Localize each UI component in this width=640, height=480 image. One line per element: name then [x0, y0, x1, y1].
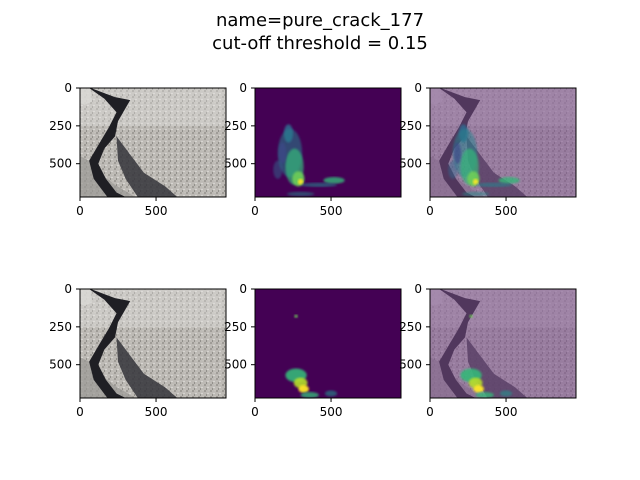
y-tick-label-2-3-500: 500 — [399, 358, 422, 372]
overlay-tint-2-3 — [430, 289, 576, 398]
overlay-blob-2-3-0 — [469, 314, 473, 318]
subplot-1-1: 0 500 0 250 500 — [49, 81, 227, 218]
x-tick-label-2-3-500: 500 — [495, 405, 518, 419]
subplot-2-1: 0 500 0 250 500 — [49, 282, 227, 419]
subplot-2-2: 0 500 0 250 500 — [224, 282, 402, 419]
crack-side-1-1 — [116, 136, 178, 197]
x-tick-label-1-2-0: 0 — [251, 204, 259, 218]
y-tick-label-1-1-500: 500 — [49, 157, 72, 171]
heatmap-bg-2-2 — [255, 289, 401, 398]
overlay-blob-1-3-4 — [472, 178, 479, 185]
x-tick-label-1-1-500: 500 — [145, 204, 168, 218]
overlay-blob-2-3-3 — [473, 385, 484, 393]
photo-light-area-2-1 — [80, 289, 93, 306]
y-tick-label-1-1-0: 0 — [64, 81, 72, 95]
overlay-blob-2-3-4 — [475, 391, 494, 398]
x-tick-label-1-1-0: 0 — [76, 204, 84, 218]
axes-frame-1-1 — [79, 87, 227, 198]
heat-blob-1-2-8 — [278, 142, 287, 164]
heat-blob-1-2-5 — [323, 177, 345, 184]
y-tick-label-2-3-0: 0 — [414, 282, 422, 296]
x-tick-label-1-2-500: 500 — [320, 204, 343, 218]
overlay-blob-1-3-5 — [498, 177, 520, 184]
figure-title-line-2: cut-off threshold = 0.15 — [212, 33, 428, 54]
axes-frame-2-2 — [254, 288, 402, 399]
subplot-2-3: 0 500 0 250 500 — [399, 282, 577, 419]
x-tick-label-1-3-500: 500 — [495, 204, 518, 218]
y-tick-label-1-1-250: 250 — [49, 119, 72, 133]
y-tick-label-1-2-0: 0 — [239, 81, 247, 95]
axes-frame-2-3 — [429, 288, 577, 399]
heat-blob-2-2-4 — [300, 391, 319, 398]
axes-frame-1-3 — [429, 87, 577, 198]
y-tick-label-1-2-250: 250 — [224, 119, 247, 133]
y-tick-label-2-3-250: 250 — [399, 320, 422, 334]
x-tick-label-2-3-0: 0 — [426, 405, 434, 419]
crack-shadow-1-1 — [89, 88, 131, 197]
y-tick-label-1-3-0: 0 — [414, 81, 422, 95]
crack-side-2-1 — [116, 337, 178, 398]
axes-frame-2-1 — [79, 288, 227, 399]
crack-shadow-2-1 — [89, 289, 131, 398]
y-tick-label-1-2-500: 500 — [224, 157, 247, 171]
axes-frame-1-2 — [254, 87, 402, 198]
y-tick-label-2-1-0: 0 — [64, 282, 72, 296]
heat-blob-2-2-0 — [294, 314, 298, 318]
y-tick-label-2-2-250: 250 — [224, 320, 247, 334]
y-tick-label-2-2-500: 500 — [224, 358, 247, 372]
subplot-1-2: 0 500 0 250 500 — [224, 81, 402, 218]
overlay-blob-2-3-5 — [499, 390, 513, 397]
y-tick-label-2-2-0: 0 — [239, 282, 247, 296]
y-tick-label-2-1-500: 500 — [49, 358, 72, 372]
overlay-blob-1-3-7 — [461, 191, 490, 197]
figure-title-line-1: name=pure_crack_177 — [215, 10, 425, 31]
heat-blob-1-2-7 — [286, 191, 315, 197]
x-tick-label-2-2-500: 500 — [320, 405, 343, 419]
heat-blob-2-2-5 — [324, 390, 338, 397]
y-tick-label-1-3-250: 250 — [399, 119, 422, 133]
y-tick-label-1-3-500: 500 — [399, 157, 422, 171]
x-tick-label-2-1-0: 0 — [76, 405, 84, 419]
x-tick-label-2-2-0: 0 — [251, 405, 259, 419]
subplot-1-3: 0 500 0 250 500 — [399, 81, 577, 218]
heat-blob-1-2-4 — [297, 178, 304, 185]
x-tick-label-2-1-500: 500 — [145, 405, 168, 419]
x-tick-label-1-3-0: 0 — [426, 204, 434, 218]
overlay-blob-1-3-8 — [453, 142, 462, 164]
heat-blob-1-2-9 — [273, 160, 283, 179]
overlay-blob-1-3-6 — [475, 182, 513, 188]
overlay-blob-1-3-9 — [448, 160, 458, 179]
heat-blob-2-2-3 — [298, 385, 309, 393]
photo-light-area-1-1 — [80, 88, 93, 105]
heat-blob-1-2-6 — [300, 182, 338, 188]
y-tick-label-2-1-250: 250 — [49, 320, 72, 334]
